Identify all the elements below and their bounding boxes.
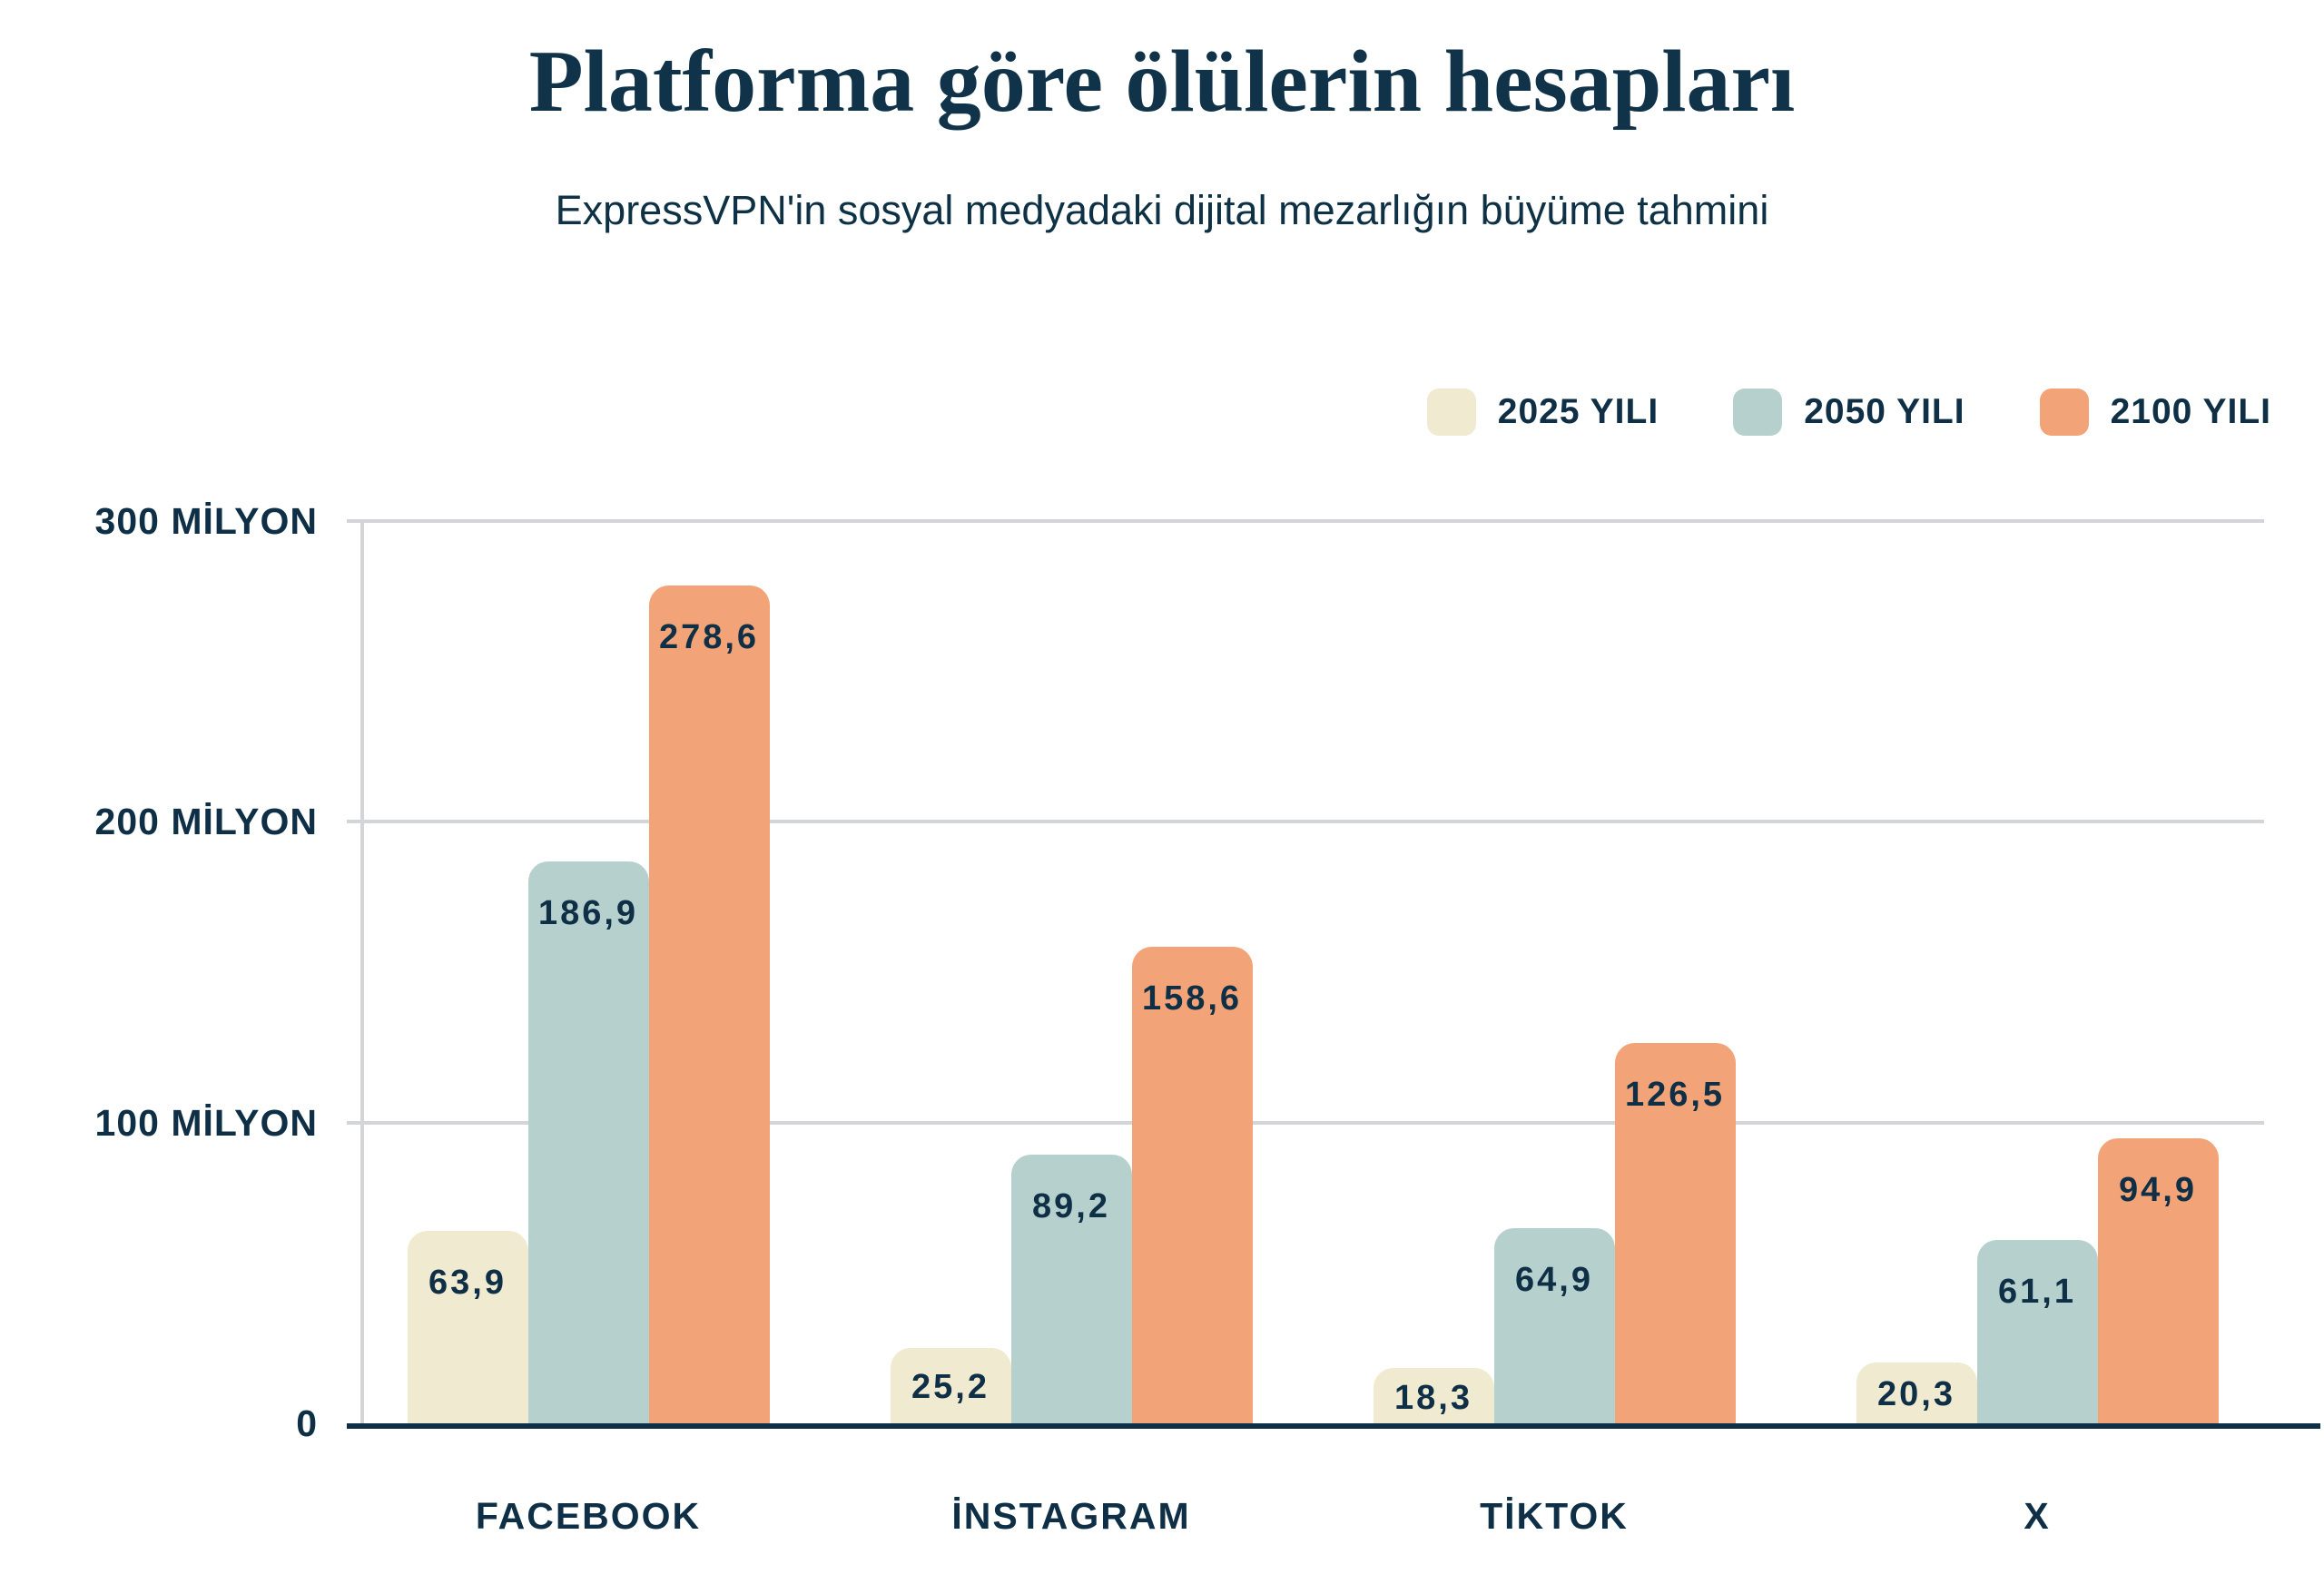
bar-ti̇ktok-2025: 18,3 <box>1373 1368 1494 1423</box>
legend-item-2050: 2050 YILI <box>1733 389 1965 436</box>
gridline-100 <box>347 1120 2264 1125</box>
bar-x-2025: 20,3 <box>1856 1362 1977 1423</box>
legend-swatch-icon <box>1426 389 1476 436</box>
category-label-facebook: FACEBOOK <box>475 1495 702 1537</box>
bar-i̇nstagram-2050: 89,2 <box>1010 1155 1132 1423</box>
bar-i̇nstagram-2100: 158,6 <box>1131 946 1253 1423</box>
legend: 2025 YILI 2050 YILI 2100 YILI <box>1426 389 2271 436</box>
bar-facebook-2100: 278,6 <box>648 585 770 1423</box>
bar-x-2050: 61,1 <box>1976 1239 2098 1423</box>
gridline-200 <box>347 820 2264 824</box>
bar-x-2100: 94,9 <box>2097 1137 2219 1423</box>
gridline-300 <box>347 519 2264 523</box>
x-axis-line <box>347 1423 2320 1429</box>
bar-value-label: 89,2 <box>1032 1187 1110 1226</box>
category-label-x: X <box>2024 1495 2051 1537</box>
y-axis-tick-label: 200 MİLYON <box>94 801 318 843</box>
y-axis-tick-label: 100 MİLYON <box>94 1101 318 1144</box>
legend-label: 2100 YILI <box>2110 392 2271 431</box>
y-axis-tick-label: 300 MİLYON <box>94 500 318 542</box>
y-axis-line <box>360 521 364 1423</box>
bar-value-label: 20,3 <box>1877 1375 1955 1414</box>
bar-value-label: 63,9 <box>428 1264 507 1303</box>
chart-title: Platforma göre ölülerin hesapları <box>528 33 1796 131</box>
bar-value-label: 278,6 <box>658 617 760 656</box>
bar-value-label: 158,6 <box>1141 979 1243 1018</box>
legend-item-2100: 2100 YILI <box>2039 389 2271 436</box>
bar-value-label: 18,3 <box>1394 1378 1472 1417</box>
bar-facebook-2050: 186,9 <box>527 861 649 1423</box>
bar-value-label: 94,9 <box>2119 1170 2197 1209</box>
category-label-i̇nstagram: İNSTAGRAM <box>951 1495 1191 1537</box>
legend-swatch-icon <box>1733 389 1783 436</box>
bar-value-label: 25,2 <box>911 1368 990 1407</box>
y-axis-tick-label: 0 <box>296 1402 318 1444</box>
chart-subtitle: ExpressVPN'in sosyal medyadaki dijital m… <box>555 187 1769 233</box>
legend-item-2025: 2025 YILI <box>1426 389 1659 436</box>
bar-ti̇ktok-2100: 126,5 <box>1614 1042 1736 1423</box>
legend-label: 2050 YILI <box>1804 392 1965 431</box>
legend-label: 2025 YILI <box>1497 392 1659 431</box>
bar-i̇nstagram-2025: 25,2 <box>890 1347 1011 1423</box>
bar-value-label: 61,1 <box>1998 1272 2076 1311</box>
bar-ti̇ktok-2050: 64,9 <box>1493 1227 1615 1423</box>
category-label-ti̇ktok: TİKTOK <box>1480 1495 1629 1537</box>
bar-value-label: 186,9 <box>537 893 639 932</box>
bar-value-label: 64,9 <box>1515 1260 1593 1299</box>
bar-value-label: 126,5 <box>1624 1075 1726 1114</box>
bar-facebook-2025: 63,9 <box>407 1231 528 1423</box>
legend-swatch-icon <box>2039 389 2089 436</box>
